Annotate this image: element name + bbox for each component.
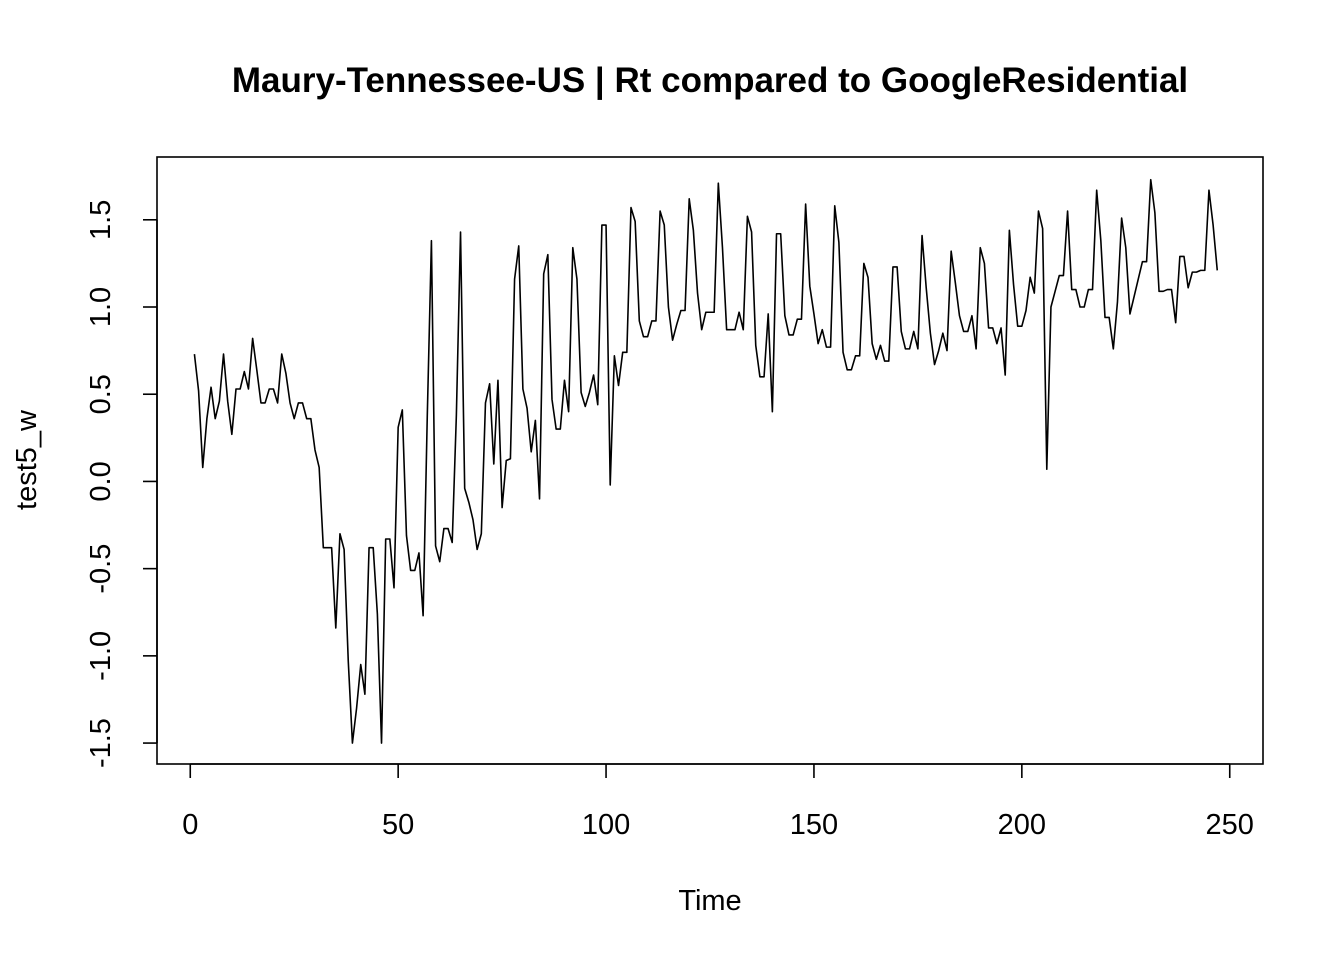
y-axis-label: test5_w xyxy=(11,409,43,510)
chart-title: Maury-Tennessee-US | Rt compared to Goog… xyxy=(232,61,1188,100)
y-tick-label: 0.5 xyxy=(85,374,117,414)
x-axis: 0 50 100 150 200 250 xyxy=(182,763,1254,841)
plot-frame xyxy=(156,156,1264,765)
x-tick-label: 50 xyxy=(382,809,414,841)
x-tick-label: 150 xyxy=(790,809,838,841)
y-tick-label: -1.5 xyxy=(85,718,117,768)
x-tick-label: 0 xyxy=(182,809,198,841)
y-tick-label: -0.5 xyxy=(85,544,117,594)
y-tick-label: 1.0 xyxy=(85,287,117,327)
x-tick-label: 250 xyxy=(1206,809,1254,841)
y-tick-label: -1.0 xyxy=(85,631,117,681)
y-tick-label: 0.0 xyxy=(85,461,117,501)
y-tick-label: 1.5 xyxy=(85,200,117,240)
y-axis: -1.5 -1.0 -0.5 0.0 0.5 1.0 1.5 xyxy=(85,200,158,768)
x-tick-label: 100 xyxy=(582,809,630,841)
x-axis-label: Time xyxy=(678,885,741,917)
x-tick-label: 200 xyxy=(998,809,1046,841)
series-line xyxy=(193,178,1219,744)
